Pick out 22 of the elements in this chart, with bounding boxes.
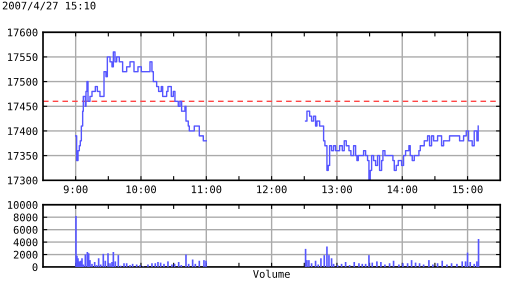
y-tick-label: 17600 — [8, 28, 38, 36]
x-tick-label: 12:00 — [257, 185, 287, 194]
x-axis-title: Volume — [253, 270, 290, 278]
x-tick-label: 13:00 — [322, 185, 352, 194]
y-tick-label: 17300 — [8, 176, 38, 184]
y-tick-label: 4000 — [14, 238, 38, 246]
chart-title: 2007/4/27 15:10 — [2, 2, 96, 10]
x-tick-label: 9:00 — [64, 185, 88, 194]
y-tick-label: 17450 — [8, 102, 38, 110]
x-tick-label: 10:00 — [126, 185, 156, 194]
y-tick-label: 8000 — [14, 213, 38, 222]
x-tick-label: 11:00 — [192, 185, 222, 194]
y-tick-label: 2000 — [14, 250, 38, 259]
y-tick-label: 0 — [32, 263, 38, 272]
y-tick-label: 10000 — [8, 201, 38, 209]
y-tick-label: 17500 — [8, 78, 38, 86]
x-tick-label: 15:00 — [453, 185, 483, 194]
y-tick-label: 17400 — [8, 127, 38, 136]
x-tick-label: 14:00 — [388, 185, 418, 194]
y-tick-label: 17350 — [8, 152, 38, 160]
y-tick-label: 17550 — [8, 53, 38, 62]
y-tick-label: 6000 — [14, 226, 38, 234]
